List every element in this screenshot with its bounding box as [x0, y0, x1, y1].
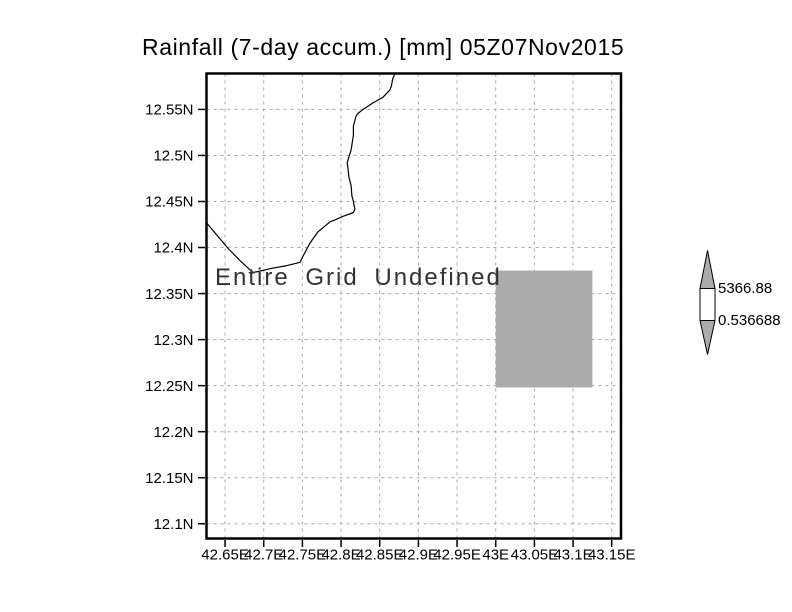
x-tick-label: 42.95E [433, 547, 481, 564]
y-tick-label: 12.1N [153, 516, 193, 533]
x-tick-label: 43E [482, 547, 509, 564]
plot-frame [205, 72, 623, 540]
x-tick-label: 43.05E [511, 547, 559, 564]
y-tick-label: 12.25N [145, 378, 193, 395]
y-tick-label: 12.3N [153, 332, 193, 349]
y-tick-label: 12.5N [153, 148, 193, 165]
colorbar-max-label: 5366.88 [718, 280, 773, 297]
colorbar-min-label: 0.536688 [718, 312, 781, 329]
plot-title: Rainfall (7-day accum.) [mm] 05Z07Nov201… [142, 34, 625, 60]
y-tick-label: 12.4N [153, 240, 193, 257]
x-tick-label: 42.65E [201, 547, 249, 564]
y-tick-label: 12.45N [145, 194, 193, 211]
colorbar-upper-arrow [699, 250, 716, 289]
y-tick-label: 12.15N [145, 470, 193, 487]
x-tick-label: 42.75E [279, 547, 327, 564]
x-tick-label: 42.85E [356, 547, 404, 564]
x-tick-label: 42.7E [244, 547, 283, 564]
x-tick-label: 43.1E [553, 547, 592, 564]
y-tick-label: 12.55N [145, 102, 193, 119]
x-tick-label: 43.15E [588, 547, 636, 564]
colorbar-lower-arrow [699, 320, 716, 355]
missing-data-box [495, 270, 593, 388]
y-tick-label: 12.35N [145, 286, 193, 303]
coastline [206, 73, 396, 273]
x-tick-label: 42.8E [321, 547, 360, 564]
x-tick-label: 42.9E [399, 547, 438, 564]
undefined-grid-message: Entire Grid Undefined [215, 264, 502, 291]
colorbar-box [699, 288, 716, 321]
y-tick-label: 12.2N [153, 424, 193, 441]
